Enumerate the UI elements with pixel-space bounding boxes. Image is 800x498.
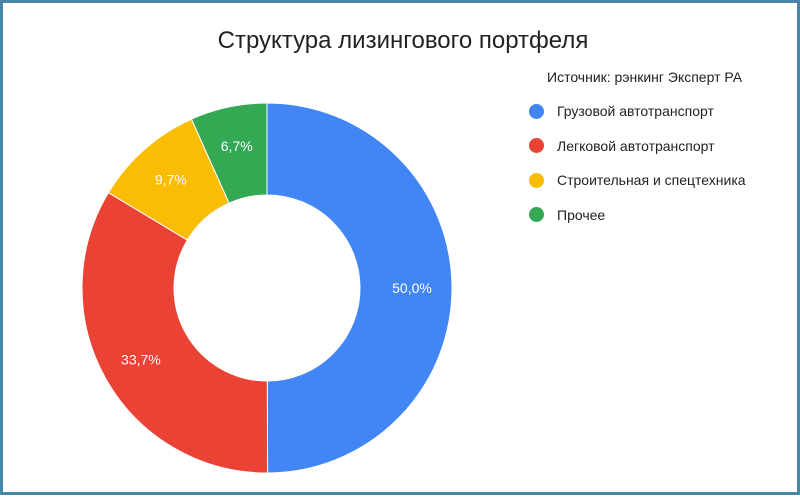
legend-label: Строительная и спецтехника <box>557 172 746 188</box>
legend-marker <box>529 103 544 119</box>
chart-source: Источник: рэнкинг Эксперт РА <box>547 69 743 85</box>
legend-item: Грузовой автотранспорт <box>529 101 746 121</box>
legend-marker <box>529 207 544 222</box>
donut-slice-2 <box>81 191 269 474</box>
slice-value-label-2: 33,7% <box>121 352 161 368</box>
legend-marker <box>529 172 544 188</box>
legend-item: Строительная и спецтехника <box>529 170 746 190</box>
donut-slice-1 <box>266 102 453 474</box>
donut-chart: 50,0% 33,7% 9,7% 6,7% <box>81 102 453 474</box>
legend-item: Прочее <box>529 205 746 225</box>
legend-marker <box>529 138 544 153</box>
legend-label: Легковой автотранспорт <box>557 137 715 154</box>
legend-label: Прочее <box>557 206 606 223</box>
chart-title: Структура лизингового портфеля <box>217 27 589 54</box>
legend: Грузовой автотранспорт Легковой автотран… <box>529 101 746 239</box>
legend-label: Грузовой автотранспорт <box>557 103 714 119</box>
legend-item: Легковой автотранспорт <box>529 136 746 156</box>
slice-value-label-4: 6,7% <box>221 138 253 154</box>
slice-value-label-3: 9,7% <box>155 171 187 187</box>
slice-value-label-1: 50,0% <box>392 280 432 296</box>
donut-slice-4 <box>190 102 268 204</box>
